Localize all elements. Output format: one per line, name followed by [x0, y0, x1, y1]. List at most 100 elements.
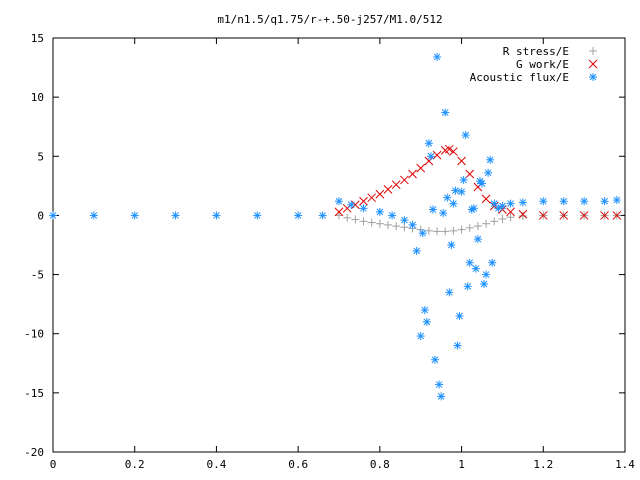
data-point	[412, 246, 421, 255]
data-point	[518, 209, 528, 219]
data-point	[384, 220, 393, 229]
data-point	[432, 150, 442, 160]
y-tick-label: -15	[24, 387, 44, 400]
data-point	[465, 258, 474, 267]
data-point	[539, 197, 548, 206]
data-point	[335, 211, 343, 220]
data-point	[465, 223, 474, 232]
data-point	[431, 355, 440, 364]
data-point	[391, 180, 401, 190]
y-tick-label: -10	[24, 328, 44, 341]
legend-marker	[589, 73, 597, 81]
data-point	[433, 227, 442, 236]
data-point	[467, 205, 476, 214]
y-tick-label: 0	[37, 209, 44, 222]
data-point	[449, 199, 458, 208]
data-point	[473, 235, 482, 244]
data-point	[455, 311, 464, 320]
y-tick-label: -5	[31, 269, 44, 282]
data-point	[433, 52, 442, 61]
data-point	[459, 175, 468, 184]
data-point	[392, 222, 401, 231]
data-point	[359, 204, 368, 213]
legend-marker	[588, 59, 598, 69]
data-point	[457, 225, 466, 234]
data-point	[343, 213, 352, 222]
data-point	[367, 193, 377, 203]
data-point	[447, 241, 456, 249]
data-point	[130, 211, 139, 220]
legend-label: G work/E	[516, 58, 569, 71]
data-point	[435, 380, 444, 389]
data-point	[359, 196, 368, 206]
data-point	[518, 198, 527, 207]
data-point	[538, 211, 548, 220]
x-tick-label: 0.8	[370, 458, 390, 471]
data-point	[559, 197, 568, 206]
data-point	[359, 217, 368, 226]
data-point	[480, 280, 489, 289]
data-point	[488, 258, 497, 267]
x-tick-label: 0.2	[125, 458, 145, 471]
data-point	[350, 200, 360, 210]
data-point	[388, 211, 397, 220]
data-point	[461, 130, 470, 139]
data-point	[482, 270, 491, 279]
series-0	[335, 211, 621, 236]
data-point	[518, 212, 527, 221]
data-point	[400, 216, 409, 225]
data-point	[457, 156, 466, 166]
data-point	[600, 211, 609, 220]
data-point	[486, 155, 495, 164]
data-point	[400, 175, 409, 185]
data-point	[422, 317, 431, 326]
data-point	[408, 169, 417, 179]
data-point	[424, 139, 433, 148]
y-tick-label: -20	[24, 446, 44, 459]
chart-title: m1/n1.5/q1.75/r-+.50-j257/M1.0/512	[217, 13, 442, 26]
data-point	[449, 147, 458, 156]
data-point	[418, 229, 427, 238]
data-point	[441, 108, 450, 117]
data-point	[506, 207, 515, 217]
series-2	[49, 52, 621, 401]
data-point	[171, 211, 180, 220]
y-tick-label: 5	[37, 150, 44, 163]
data-point	[498, 214, 507, 223]
data-point	[484, 168, 493, 177]
data-point	[498, 201, 507, 210]
data-point	[473, 222, 482, 231]
data-point	[506, 199, 515, 208]
x-tick-label: 1.4	[615, 458, 635, 471]
data-point	[416, 163, 426, 173]
data-point	[294, 211, 303, 220]
x-tick-label: 1	[458, 458, 465, 471]
x-tick-label: 0	[50, 458, 57, 471]
data-point	[347, 200, 356, 209]
data-point	[559, 211, 569, 220]
data-point	[439, 209, 448, 218]
data-point	[375, 219, 384, 228]
data-point	[612, 211, 622, 220]
plot-frame	[52, 37, 626, 453]
x-tick-label: 1.2	[533, 458, 553, 471]
y-tick-label: 10	[31, 91, 44, 104]
data-point	[335, 197, 343, 206]
data-point	[444, 144, 454, 154]
data-point	[506, 213, 515, 222]
legend-label: R stress/E	[503, 45, 569, 58]
axes: 0 0.2 0.4 0.6 0.8 1 1.2 1.4 15 10 5 0 -5 -10 -15 -20	[24, 32, 635, 471]
data-point	[457, 187, 466, 196]
data-point	[441, 227, 450, 236]
series-1	[334, 144, 622, 220]
data-point	[212, 211, 221, 220]
data-point	[471, 264, 480, 273]
data-point	[443, 193, 452, 202]
data-point	[408, 220, 417, 229]
data-point	[437, 392, 446, 401]
data-point	[416, 225, 425, 234]
data-point	[318, 211, 327, 220]
data-point	[351, 215, 360, 224]
